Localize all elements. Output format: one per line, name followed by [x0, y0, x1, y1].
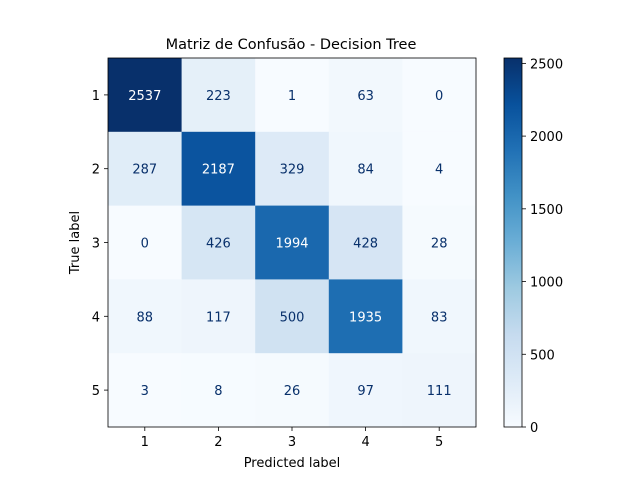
- cell-value-label: 0: [141, 237, 149, 252]
- x-tick-label: 1: [141, 435, 149, 450]
- x-tick-label: 5: [435, 435, 443, 450]
- matrix-grid: 2537 223 1 63 0 287 2187 329 84 4 0 426 1994 428 28 88 1…: [108, 58, 477, 428]
- matrix-cell: [255, 131, 330, 206]
- matrix-cell: [328, 205, 403, 280]
- matrix-cell: [108, 205, 182, 280]
- matrix-cell: [181, 205, 256, 280]
- matrix-cell: [181, 353, 256, 428]
- cell-value-label: 4: [435, 163, 443, 178]
- matrix-cell: [181, 131, 256, 206]
- y-tick-label: 4: [92, 310, 100, 325]
- cell-value-label: 117: [206, 310, 231, 325]
- matrix-cell: [108, 131, 182, 206]
- x-tick-label: 4: [361, 435, 369, 450]
- y-axis-label: True label: [68, 211, 83, 275]
- cell-value-label: 97: [357, 384, 374, 399]
- matrix-cell: [328, 353, 403, 428]
- matrix-cell: [402, 205, 477, 280]
- matrix-cell: [328, 58, 403, 133]
- colorbar-tick-label: 500: [530, 348, 555, 363]
- cell-value-label: 63: [357, 89, 374, 104]
- y-tick-label: 1: [92, 89, 100, 104]
- colorbar-tick-label: 0: [530, 421, 538, 436]
- colorbar: 0 500 1000 1500 2000 2500: [503, 57, 563, 436]
- cell-value-label: 428: [353, 237, 378, 252]
- y-axis: 1 2 3 4 5: [92, 89, 108, 399]
- matrix-cell: [108, 279, 182, 354]
- colorbar-gradient: [503, 57, 523, 428]
- cell-value-label: 1935: [349, 310, 382, 325]
- cell-value-label: 1: [288, 89, 296, 104]
- matrix-cell: [402, 131, 477, 206]
- matrix-cell: [402, 279, 477, 354]
- x-tick-label: 2: [214, 435, 222, 450]
- cell-value-label: 426: [206, 237, 231, 252]
- matrix-cell: [108, 353, 182, 428]
- cell-value-label: 223: [206, 89, 231, 104]
- cell-value-label: 88: [137, 310, 154, 325]
- cell-value-label: 500: [280, 310, 305, 325]
- cell-value-label: 8: [214, 384, 222, 399]
- cell-value-label: 83: [431, 310, 448, 325]
- cell-value-label: 28: [431, 237, 448, 252]
- cell-value-label: 2187: [202, 163, 235, 178]
- matrix-cell: [255, 279, 330, 354]
- cell-value-label: 329: [280, 163, 305, 178]
- matrix-cell: [255, 58, 330, 133]
- cell-value-label: 3: [141, 384, 149, 399]
- cell-value-label: 1994: [275, 237, 308, 252]
- colorbar-tick-label: 2500: [530, 57, 563, 72]
- chart-title: Matriz de Confusão - Decision Tree: [166, 37, 417, 53]
- matrix-cell: [328, 131, 403, 206]
- y-tick-label: 3: [92, 237, 100, 252]
- cell-value-label: 26: [284, 384, 301, 399]
- colorbar-tick-label: 2000: [530, 130, 563, 145]
- cell-value-label: 287: [132, 163, 157, 178]
- x-axis-label: Predicted label: [244, 456, 341, 471]
- colorbar-tick-label: 1000: [530, 276, 563, 291]
- colorbar-tick-label: 1500: [530, 203, 563, 218]
- matrix-cell: [181, 279, 256, 354]
- x-axis: 1 2 3 4 5: [141, 427, 443, 450]
- matrix-cell: [402, 58, 477, 133]
- y-tick-label: 5: [92, 384, 100, 399]
- matrix-cell: [328, 279, 403, 354]
- cell-value-label: 84: [357, 163, 374, 178]
- cell-value-label: 2537: [128, 89, 161, 104]
- matrix-cell: [108, 58, 182, 133]
- matrix-cell: [181, 58, 256, 133]
- cell-value-label: 111: [427, 384, 452, 399]
- cell-value-label: 0: [435, 89, 443, 104]
- matrix-cell: [255, 353, 330, 428]
- matrix-cell: [402, 353, 477, 428]
- x-tick-label: 3: [288, 435, 296, 450]
- y-tick-label: 2: [92, 163, 100, 178]
- matrix-cell: [255, 205, 330, 280]
